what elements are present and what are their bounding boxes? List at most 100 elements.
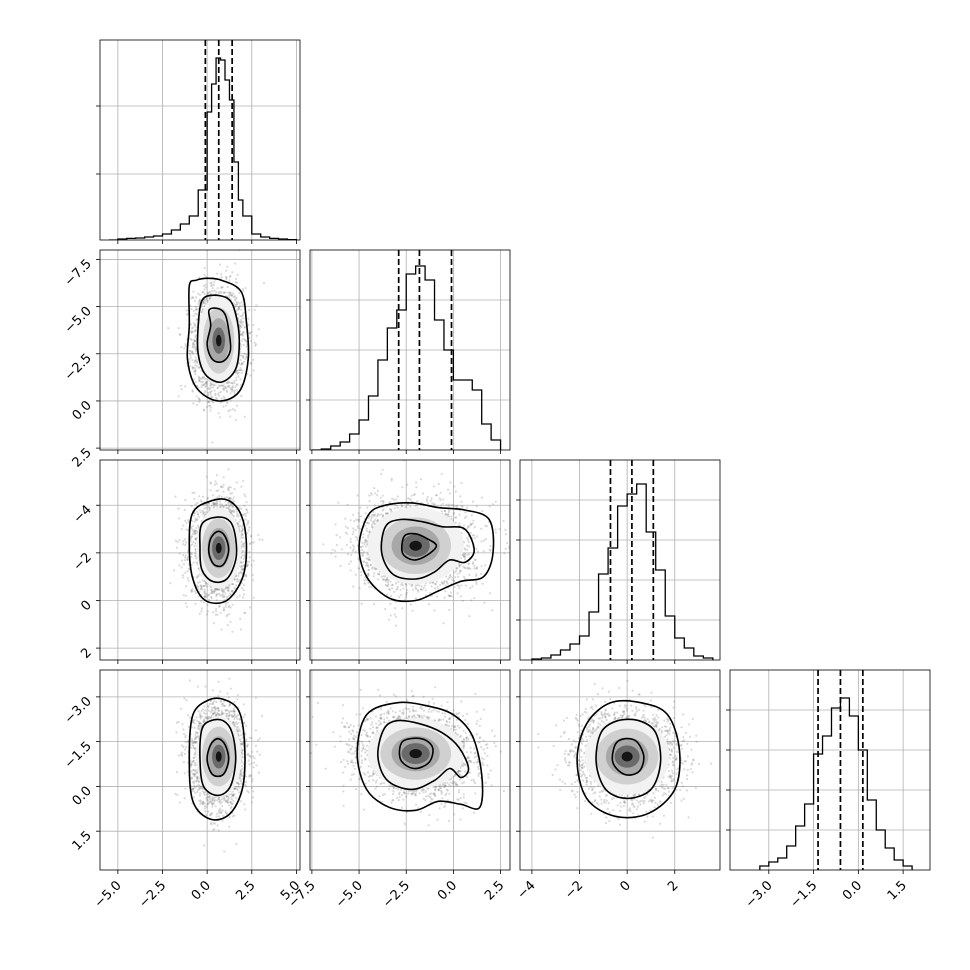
scatter-point <box>209 292 212 296</box>
scatter-point <box>241 334 244 337</box>
panel-frame <box>99 249 301 451</box>
scatter-point <box>206 610 209 613</box>
scatter-point <box>189 539 192 543</box>
scatter-point <box>238 571 242 574</box>
scatter-point <box>193 367 196 370</box>
scatter-point <box>195 395 198 398</box>
scatter-point <box>194 519 197 522</box>
scatter-point <box>212 502 215 505</box>
scatter-point <box>244 287 247 290</box>
scatter-point <box>169 582 172 585</box>
scatter-point <box>241 354 244 357</box>
scatter-point <box>236 308 239 311</box>
scatter-point <box>227 586 230 589</box>
scatter-point <box>248 336 251 340</box>
scatter-point <box>237 574 240 578</box>
scatter-point <box>243 415 246 418</box>
scatter-point <box>196 384 199 388</box>
scatter-point <box>225 390 229 393</box>
scatter-point <box>231 506 234 509</box>
scatter-point <box>240 362 244 365</box>
scatter-point <box>226 401 229 405</box>
scatter-point <box>182 563 185 566</box>
scatter-point <box>240 395 243 398</box>
scatter-point <box>195 532 198 535</box>
scatter-point <box>183 347 186 350</box>
scatter-point <box>221 503 224 506</box>
scatter-point <box>218 391 221 394</box>
scatter-point <box>231 386 234 389</box>
scatter-point <box>235 303 238 306</box>
scatter-point <box>213 389 216 392</box>
scatter-point <box>240 565 244 568</box>
scatter-point <box>248 526 251 529</box>
scatter-point <box>231 390 234 393</box>
scatter-point <box>192 338 195 341</box>
scatter-point <box>204 503 207 506</box>
scatter-point <box>206 497 209 500</box>
scatter-point <box>225 389 228 392</box>
scatter-point <box>193 324 196 327</box>
scatter-point <box>240 561 243 564</box>
scatter-point <box>215 607 218 611</box>
scatter-point <box>193 339 196 342</box>
scatter-point <box>224 387 227 390</box>
scatter-point <box>233 381 236 385</box>
scatter-point <box>239 617 242 620</box>
scatter-point <box>190 590 193 594</box>
scatter-point <box>182 576 185 579</box>
scatter-point <box>241 313 244 316</box>
scatter-point <box>240 561 243 564</box>
scatter-point <box>245 356 248 359</box>
scatter-point <box>200 585 203 589</box>
scatter-point <box>241 554 244 557</box>
scatter-point <box>225 504 228 507</box>
scatter-point <box>241 321 245 324</box>
scatter-point <box>198 400 201 403</box>
scatter-point <box>241 549 244 553</box>
scatter-point <box>207 401 210 404</box>
scatter-point <box>246 532 249 535</box>
scatter-point <box>243 553 246 556</box>
scatter-point <box>207 404 211 407</box>
scatter-point <box>238 368 241 371</box>
scatter-point <box>243 593 246 596</box>
scatter-point <box>233 586 236 590</box>
scatter-point <box>194 552 197 555</box>
scatter-point <box>249 340 252 343</box>
histogram-step <box>108 57 298 240</box>
scatter-point <box>216 496 219 499</box>
scatter-point <box>195 358 198 361</box>
scatter-point <box>202 601 205 604</box>
scatter-point <box>194 592 197 595</box>
scatter-point <box>219 505 222 509</box>
scatter-point <box>195 318 198 321</box>
scatter-point <box>236 383 239 386</box>
scatter-point <box>220 589 223 592</box>
scatter-point <box>255 304 258 307</box>
scatter-point <box>194 364 197 367</box>
scatter-point <box>233 409 237 412</box>
scatter-point <box>246 565 249 568</box>
scatter-point <box>221 593 224 596</box>
scatter-point <box>177 507 180 510</box>
scatter-point <box>186 570 189 573</box>
scatter-point <box>225 506 228 510</box>
scatter-point <box>191 533 194 536</box>
scatter-point <box>216 500 219 504</box>
scatter-point <box>178 333 181 336</box>
scatter-point <box>202 511 205 514</box>
scatter-point <box>232 500 235 503</box>
scatter-point <box>226 613 229 616</box>
scatter-point <box>239 345 242 348</box>
scatter-point <box>234 277 237 281</box>
scatter-point <box>242 560 245 564</box>
scatter-point <box>231 590 234 593</box>
scatter-point <box>220 286 223 289</box>
scatter-point <box>219 290 222 293</box>
scatter-point <box>210 386 213 389</box>
scatter-point <box>194 517 197 520</box>
scatter-point <box>222 384 225 387</box>
scatter-point <box>190 297 193 300</box>
scatter-point <box>186 557 189 560</box>
